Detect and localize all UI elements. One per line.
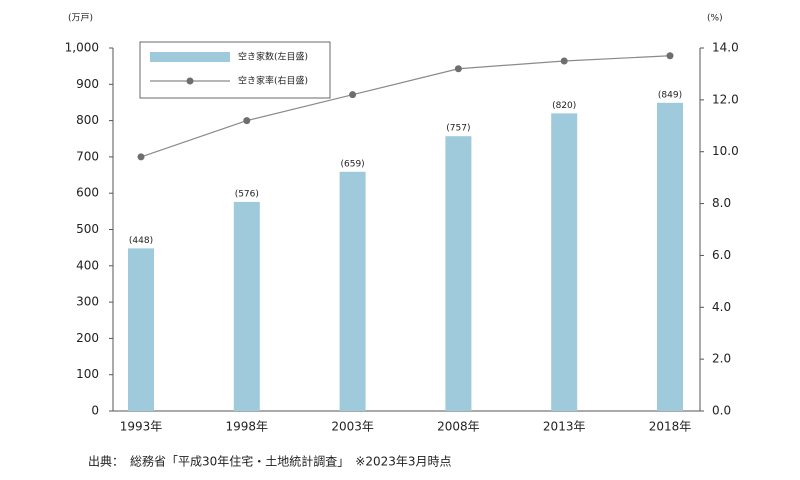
y-tick-label: 500 <box>76 222 99 236</box>
rate-marker <box>666 52 674 60</box>
bar <box>233 201 260 411</box>
y-tick-label: 1,000 <box>65 41 99 55</box>
y-tick-label: 900 <box>76 77 99 91</box>
value-label: (659) <box>340 159 364 169</box>
value-label: (849) <box>658 90 682 100</box>
y2-tick-label: 0.0 <box>712 404 731 418</box>
rate-marker <box>243 117 251 125</box>
y2-tick-label: 4.0 <box>712 300 731 314</box>
y2-unit: (%) <box>707 14 723 24</box>
rate-line <box>140 55 671 158</box>
y2-tick-label: 10.0 <box>712 144 739 158</box>
bar <box>339 171 366 411</box>
y-tick-label: 0 <box>91 404 99 418</box>
x-tick-label: 1998年 <box>226 420 269 434</box>
bar <box>551 113 578 411</box>
bar <box>128 248 154 411</box>
y-tick-label: 200 <box>76 331 99 345</box>
y-tick-label: 100 <box>76 367 99 381</box>
legend-marker <box>186 77 194 85</box>
x-tick-label: 2013年 <box>543 420 586 434</box>
y-tick-label: 700 <box>76 149 99 163</box>
x-tick-label: 2018年 <box>649 420 692 434</box>
bar <box>657 102 683 412</box>
y2-tick-label: 6.0 <box>712 248 731 262</box>
value-label: (820) <box>552 101 576 111</box>
rate-marker <box>560 57 568 65</box>
value-label: (448) <box>129 236 153 246</box>
y2-tick-label: 12.0 <box>712 92 739 106</box>
legend-label: 空き家率(右目盛) <box>238 75 308 87</box>
source-note: 出典： 総務省「平成30年住宅・土地統計調査」 ※2023年3月時点 <box>88 454 452 469</box>
rate-marker <box>349 91 357 99</box>
rate-marker <box>137 153 145 161</box>
y-unit: (万戸) <box>68 13 93 24</box>
legend-swatch <box>150 52 230 62</box>
legend-box <box>139 41 331 99</box>
x-tick-label: 1993年 <box>120 420 163 434</box>
value-label: (576) <box>235 189 259 199</box>
y2-tick-label: 8.0 <box>712 196 731 210</box>
y-tick-label: 600 <box>76 186 99 200</box>
bar <box>445 136 472 412</box>
value-label: (757) <box>446 124 470 134</box>
y-tick-label: 300 <box>76 295 99 309</box>
legend-label: 空き家数(左目盛) <box>238 51 308 63</box>
y-tick-label: 400 <box>76 258 99 272</box>
x-tick-label: 2003年 <box>331 420 374 434</box>
y2-tick-label: 2.0 <box>712 352 731 366</box>
y2-tick-label: 14.0 <box>712 41 739 55</box>
rate-marker <box>454 65 462 73</box>
y-tick-label: 800 <box>76 113 99 127</box>
x-tick-label: 2008年 <box>437 420 480 434</box>
